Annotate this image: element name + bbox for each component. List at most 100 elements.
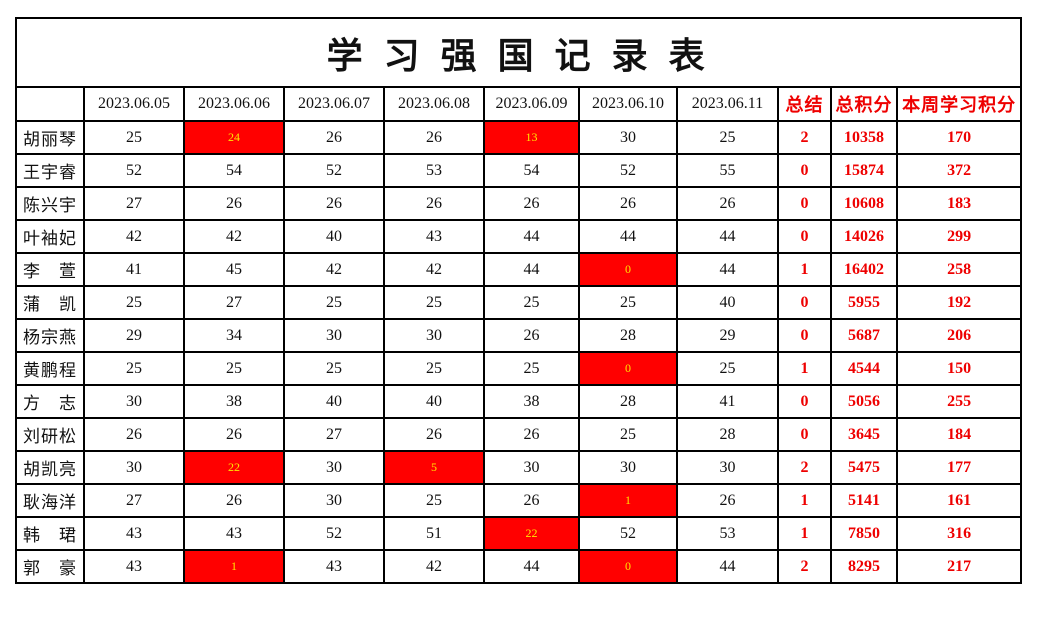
summary-cell[interactable]: 2 [777,450,832,485]
total-points-cell[interactable]: 15874 [830,153,898,188]
daily-score-cell[interactable]: 30 [83,450,185,485]
daily-score-cell[interactable]: 43 [283,549,385,584]
week-points-cell[interactable]: 372 [895,153,1023,188]
daily-score-cell[interactable]: 26 [183,483,285,518]
daily-score-cell[interactable]: 26 [383,186,485,221]
daily-score-cell[interactable]: 44 [483,252,580,287]
total-points-cell[interactable]: 16402 [830,252,898,287]
daily-score-cell[interactable]: 54 [183,153,285,188]
daily-score-cell[interactable]: 26 [676,483,779,518]
summary-cell[interactable]: 1 [777,483,832,518]
column-header[interactable]: 2023.06.05 [83,86,185,122]
daily-score-cell-highlighted[interactable]: 22 [483,516,580,551]
summary-cell[interactable]: 1 [777,351,832,386]
daily-score-cell-highlighted[interactable]: 13 [483,120,580,155]
daily-score-cell-highlighted[interactable]: 1 [183,549,285,584]
week-points-cell[interactable]: 192 [895,285,1023,320]
daily-score-cell[interactable]: 30 [578,120,678,155]
daily-score-cell-highlighted[interactable]: 0 [578,252,678,287]
daily-score-cell[interactable]: 26 [578,186,678,221]
daily-score-cell[interactable]: 44 [483,549,580,584]
student-name-cell[interactable]: 郭 豪 [15,549,85,584]
total-points-cell[interactable]: 5687 [830,318,898,353]
column-header[interactable]: 总结 [777,86,832,122]
daily-score-cell[interactable]: 28 [676,417,779,452]
daily-score-cell-highlighted[interactable]: 24 [183,120,285,155]
student-name-cell[interactable]: 王宇睿 [15,153,85,188]
daily-score-cell[interactable]: 44 [676,252,779,287]
total-points-cell[interactable]: 3645 [830,417,898,452]
daily-score-cell[interactable]: 27 [83,483,185,518]
daily-score-cell[interactable]: 52 [578,516,678,551]
daily-score-cell[interactable]: 42 [283,252,385,287]
daily-score-cell[interactable]: 45 [183,252,285,287]
summary-cell[interactable]: 2 [777,120,832,155]
daily-score-cell[interactable]: 43 [83,549,185,584]
daily-score-cell-highlighted[interactable]: 0 [578,549,678,584]
daily-score-cell[interactable]: 40 [676,285,779,320]
daily-score-cell[interactable]: 25 [283,351,385,386]
daily-score-cell[interactable]: 44 [578,219,678,254]
daily-score-cell[interactable]: 26 [483,318,580,353]
summary-cell[interactable]: 1 [777,516,832,551]
summary-cell[interactable]: 0 [777,153,832,188]
daily-score-cell[interactable]: 42 [383,252,485,287]
daily-score-cell[interactable]: 53 [383,153,485,188]
summary-cell[interactable]: 0 [777,285,832,320]
daily-score-cell[interactable]: 38 [483,384,580,419]
daily-score-cell[interactable]: 26 [483,417,580,452]
daily-score-cell[interactable]: 25 [483,351,580,386]
daily-score-cell[interactable]: 25 [578,285,678,320]
week-points-cell[interactable]: 316 [895,516,1023,551]
daily-score-cell[interactable]: 27 [283,417,385,452]
daily-score-cell[interactable]: 30 [283,483,385,518]
column-header[interactable]: 2023.06.08 [383,86,485,122]
daily-score-cell[interactable]: 30 [383,318,485,353]
student-name-cell[interactable]: 蒲 凯 [15,285,85,320]
total-points-cell[interactable]: 14026 [830,219,898,254]
daily-score-cell[interactable]: 25 [483,285,580,320]
total-points-cell[interactable]: 8295 [830,549,898,584]
daily-score-cell[interactable]: 40 [383,384,485,419]
summary-cell[interactable]: 0 [777,318,832,353]
student-name-cell[interactable]: 耿海洋 [15,483,85,518]
daily-score-cell[interactable]: 42 [183,219,285,254]
daily-score-cell-highlighted[interactable]: 22 [183,450,285,485]
daily-score-cell[interactable]: 38 [183,384,285,419]
daily-score-cell-highlighted[interactable]: 0 [578,351,678,386]
summary-cell[interactable]: 0 [777,384,832,419]
daily-score-cell[interactable]: 25 [578,417,678,452]
daily-score-cell[interactable]: 52 [578,153,678,188]
daily-score-cell[interactable]: 55 [676,153,779,188]
daily-score-cell[interactable]: 26 [383,417,485,452]
daily-score-cell[interactable]: 43 [383,219,485,254]
daily-score-cell[interactable]: 25 [83,351,185,386]
daily-score-cell[interactable]: 26 [183,186,285,221]
daily-score-cell[interactable]: 53 [676,516,779,551]
daily-score-cell[interactable]: 42 [383,549,485,584]
daily-score-cell[interactable]: 44 [483,219,580,254]
daily-score-cell[interactable]: 30 [483,450,580,485]
daily-score-cell[interactable]: 43 [83,516,185,551]
week-points-cell[interactable]: 150 [895,351,1023,386]
daily-score-cell[interactable]: 29 [83,318,185,353]
week-points-cell[interactable]: 170 [895,120,1023,155]
student-name-cell[interactable]: 黄鹏程 [15,351,85,386]
week-points-cell[interactable]: 299 [895,219,1023,254]
daily-score-cell[interactable]: 52 [283,516,385,551]
daily-score-cell-highlighted[interactable]: 1 [578,483,678,518]
daily-score-cell[interactable]: 30 [578,450,678,485]
student-name-cell[interactable]: 李 萱 [15,252,85,287]
week-points-cell[interactable]: 184 [895,417,1023,452]
daily-score-cell[interactable]: 26 [483,483,580,518]
daily-score-cell[interactable]: 25 [383,483,485,518]
column-header[interactable]: 2023.06.09 [483,86,580,122]
week-points-cell[interactable]: 177 [895,450,1023,485]
total-points-cell[interactable]: 4544 [830,351,898,386]
daily-score-cell[interactable]: 41 [676,384,779,419]
daily-score-cell[interactable]: 43 [183,516,285,551]
daily-score-cell-highlighted[interactable]: 5 [383,450,485,485]
student-name-cell[interactable]: 杨宗燕 [15,318,85,353]
total-points-cell[interactable]: 5955 [830,285,898,320]
daily-score-cell[interactable]: 25 [183,351,285,386]
